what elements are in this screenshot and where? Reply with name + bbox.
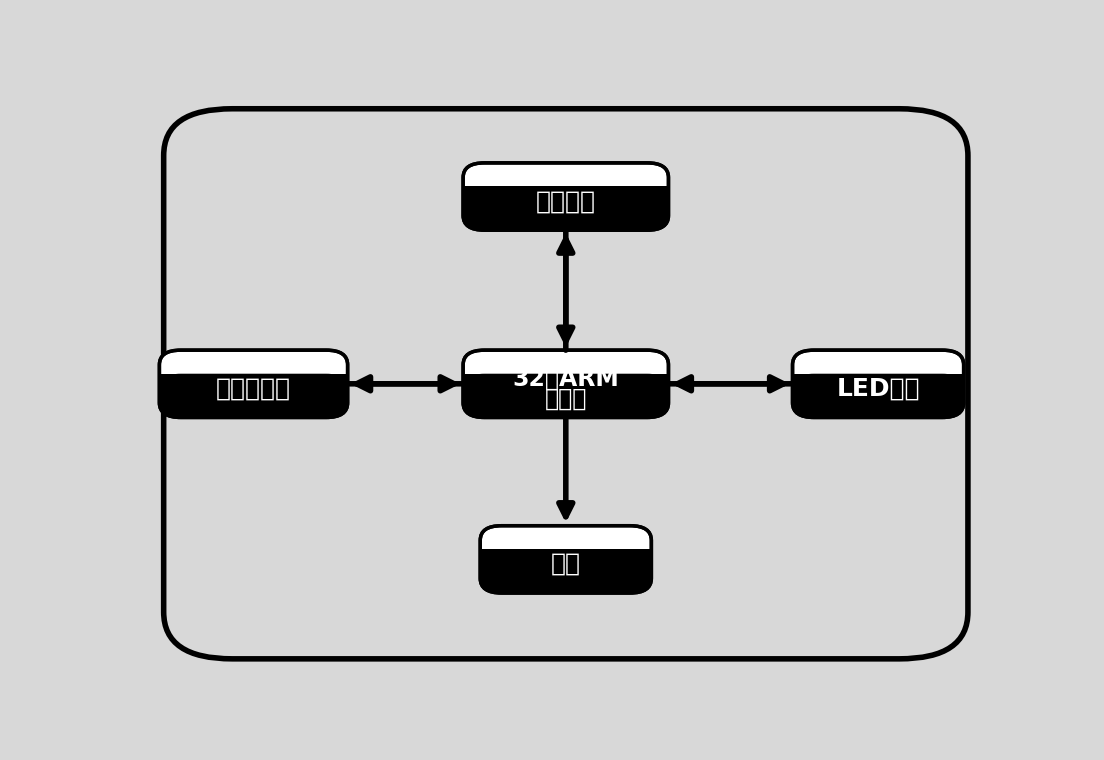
- Bar: [464, 374, 669, 397]
- Text: 液晶显示: 液晶显示: [535, 189, 596, 214]
- FancyBboxPatch shape: [464, 350, 669, 417]
- Bar: [464, 186, 669, 210]
- Text: LED补光: LED补光: [837, 376, 920, 401]
- Text: 处理器: 处理器: [544, 387, 587, 410]
- FancyBboxPatch shape: [464, 163, 669, 230]
- FancyBboxPatch shape: [480, 526, 651, 593]
- Text: 32位ARM: 32位ARM: [512, 366, 619, 391]
- FancyBboxPatch shape: [159, 374, 348, 417]
- Bar: [793, 374, 964, 397]
- FancyBboxPatch shape: [159, 350, 348, 417]
- FancyBboxPatch shape: [464, 374, 669, 417]
- FancyBboxPatch shape: [163, 109, 968, 659]
- Bar: [159, 374, 348, 397]
- FancyBboxPatch shape: [793, 374, 964, 417]
- Text: 颜色传感器: 颜色传感器: [216, 376, 291, 401]
- FancyBboxPatch shape: [793, 350, 964, 417]
- Bar: [480, 549, 651, 573]
- FancyBboxPatch shape: [464, 186, 669, 230]
- Text: 键盘: 键盘: [551, 552, 581, 576]
- FancyBboxPatch shape: [480, 549, 651, 593]
